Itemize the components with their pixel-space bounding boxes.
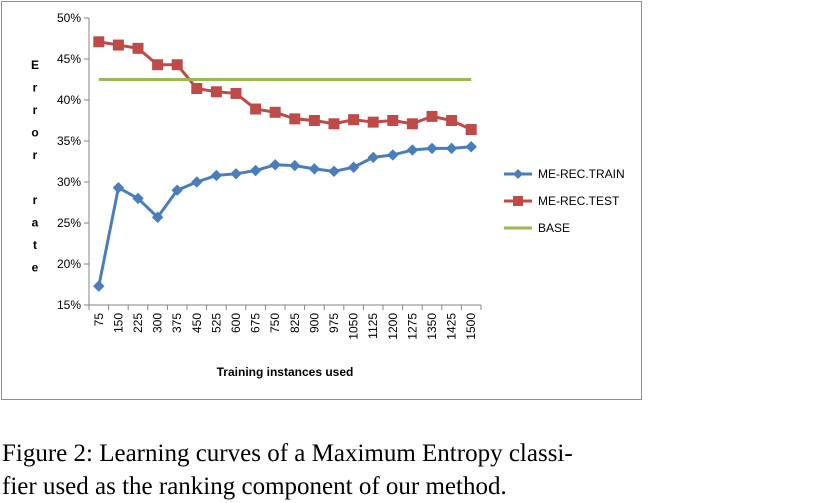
test-point — [407, 119, 417, 129]
x-tick-label: 1125 — [366, 313, 380, 339]
x-tick-label: 750 — [268, 313, 282, 333]
y-axis-title-letter: e — [32, 261, 39, 275]
x-tick-label: 300 — [151, 313, 165, 333]
test-point — [172, 60, 182, 70]
y-tick-label: 50% — [57, 11, 81, 25]
y-tick-label: 20% — [57, 257, 81, 271]
train-point — [427, 143, 437, 153]
x-axis-title: Training instances used — [217, 365, 354, 379]
test-point — [211, 87, 221, 97]
y-tick-label: 35% — [57, 134, 81, 148]
test-point — [388, 116, 398, 126]
x-tick-label: 375 — [170, 313, 184, 333]
y-axis-title-letter: r — [33, 81, 38, 95]
test-point — [329, 119, 339, 129]
x-tick-label: 150 — [111, 313, 125, 333]
test-point — [192, 84, 202, 94]
learning-curve-chart: 15% 20% 25% 30% 35% 40% 45% 50% 75 150 225 300 375 45… — [2, 2, 643, 401]
x-tick-label: 1200 — [386, 313, 400, 340]
test-point — [309, 116, 319, 126]
y-axis-title-letter: E — [31, 58, 39, 72]
train-point — [309, 164, 319, 174]
x-tick-label: 225 — [131, 313, 145, 333]
train-point — [270, 160, 280, 170]
series-test-line — [99, 42, 471, 130]
test-point — [113, 40, 123, 50]
train-point — [231, 169, 241, 179]
train-point — [211, 170, 221, 180]
x-tick-label: 600 — [229, 313, 243, 333]
y-axis-title-letter: r — [33, 103, 38, 117]
test-point — [349, 115, 359, 125]
y-tick-label: 40% — [57, 93, 81, 107]
legend-base-label: BASE — [538, 221, 570, 235]
test-point — [133, 43, 143, 53]
caption-line-2: fier used as the ranking component of ou… — [2, 470, 642, 503]
x-tick-label: 75 — [92, 313, 106, 327]
test-point — [427, 111, 437, 121]
train-point — [192, 177, 202, 187]
test-point — [466, 125, 476, 135]
x-tick-label: 1425 — [445, 313, 459, 340]
y-tick-label: 45% — [57, 52, 81, 66]
figure-caption: Figure 2: Learning curves of a Maximum E… — [2, 437, 642, 503]
y-axis-title-letter: t — [33, 238, 37, 252]
train-point — [329, 166, 339, 176]
chart-frame: 15% 20% 25% 30% 35% 40% 45% 50% 75 150 225 300 375 45… — [1, 1, 642, 400]
train-point — [251, 166, 261, 176]
train-point — [466, 142, 476, 152]
caption-line-1: Figure 2: Learning curves of a Maximum E… — [2, 437, 642, 470]
train-point — [447, 143, 457, 153]
test-point — [290, 114, 300, 124]
x-tick-label: 1275 — [405, 313, 419, 340]
test-point — [231, 88, 241, 98]
y-tick-label: 30% — [57, 175, 81, 189]
train-point — [94, 281, 104, 291]
legend-train-swatch-marker — [513, 169, 523, 179]
train-point — [349, 162, 359, 172]
test-point — [153, 60, 163, 70]
test-point — [368, 117, 378, 127]
y-axis-title-letter: a — [32, 216, 39, 230]
train-point — [368, 152, 378, 162]
x-tick-label: 975 — [327, 313, 341, 333]
test-point — [270, 107, 280, 117]
x-tick-label: 450 — [190, 313, 204, 333]
x-tick-label: 900 — [307, 313, 321, 333]
y-tick-label: 25% — [57, 216, 81, 230]
test-point — [94, 37, 104, 47]
y-tick-label: 15% — [57, 298, 81, 312]
train-point — [388, 150, 398, 160]
x-tick-label: 1500 — [464, 313, 478, 340]
legend-test-swatch-marker — [513, 196, 523, 206]
train-point — [407, 145, 417, 155]
y-axis-title-letter: r — [33, 148, 38, 162]
test-point — [251, 104, 261, 114]
y-axis-title-letter: o — [31, 126, 38, 140]
x-tick-label: 675 — [249, 313, 263, 333]
y-axis-title-letter: r — [33, 193, 38, 207]
x-tick-label: 525 — [209, 313, 223, 333]
x-tick-label: 1050 — [347, 313, 361, 340]
test-point — [447, 116, 457, 126]
x-tick-label: 825 — [288, 313, 302, 333]
train-point — [290, 161, 300, 171]
legend-train-label: ME-REC.TRAIN — [538, 167, 625, 181]
x-tick-label: 1350 — [425, 313, 439, 340]
legend-test-label: ME-REC.TEST — [538, 194, 620, 208]
